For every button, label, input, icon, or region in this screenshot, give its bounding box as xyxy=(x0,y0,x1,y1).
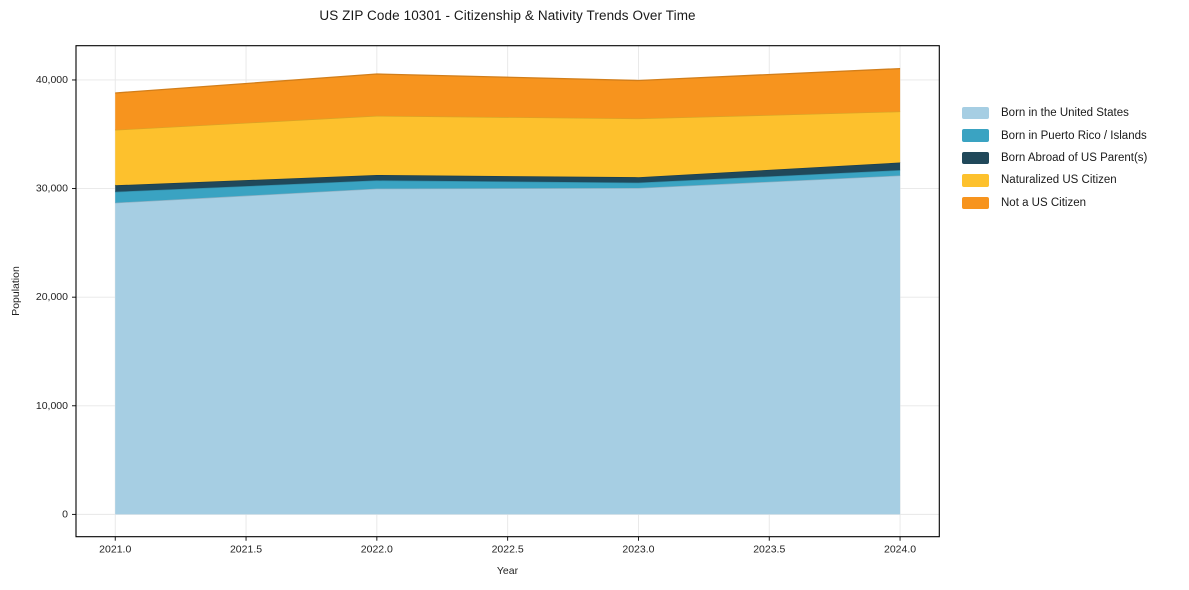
y-tick-label: 10,000 xyxy=(36,400,68,412)
x-tick-label: 2021.5 xyxy=(230,543,262,555)
x-tick-label: 2023.0 xyxy=(622,543,654,555)
legend-swatch xyxy=(962,174,989,187)
legend-item: Born in Puerto Rico / Islands xyxy=(962,124,1187,146)
legend-swatch xyxy=(962,151,989,165)
area-not-a-us-citizen xyxy=(115,68,901,130)
x-axis-label: Year xyxy=(496,565,519,577)
y-axis-label: Population xyxy=(10,266,22,316)
x-tick-label: 2024.0 xyxy=(884,543,916,555)
area-naturalized-us-citizen xyxy=(115,111,901,186)
y-tick-label: 20,000 xyxy=(36,291,68,303)
legend-item: Born Abroad of US Parent(s) xyxy=(962,147,1187,169)
legend: Born in the United States Born in Puerto … xyxy=(962,102,1187,214)
legend-item: Naturalized US Citizen xyxy=(962,169,1187,191)
legend-label: Born in the United States xyxy=(1001,107,1129,120)
legend-swatch xyxy=(962,106,989,120)
x-tick-label: 2022.0 xyxy=(361,543,393,555)
area-born-in-the-united-states xyxy=(115,175,901,515)
x-tick-label: 2021.0 xyxy=(99,543,131,555)
y-tick-label: 0 xyxy=(62,508,68,520)
legend-item: Born in the United States xyxy=(962,102,1187,124)
area-edge-not-a-us-citizen xyxy=(115,67,901,94)
legend-label: Naturalized US Citizen xyxy=(1001,174,1117,187)
area-born-in-puerto-rico-islands xyxy=(115,170,901,203)
legend-label: Not a US Citizen xyxy=(1001,196,1087,209)
x-tick-label: 2022.5 xyxy=(492,543,524,555)
legend-swatch xyxy=(962,196,989,209)
y-tick-label: 40,000 xyxy=(36,74,68,86)
chart-title: US ZIP Code 10301 - Citizenship & Nativi… xyxy=(319,8,696,23)
legend-swatch xyxy=(962,129,989,142)
legend-label: Born Abroad of US Parent(s) xyxy=(1001,151,1148,164)
legend-item: Not a US Citizen xyxy=(962,192,1187,214)
legend-label: Born in Puerto Rico / Islands xyxy=(1001,129,1147,142)
y-tick-label: 30,000 xyxy=(36,183,68,195)
x-tick-label: 2023.5 xyxy=(753,543,785,555)
area-born-abroad-of-us-parent-s- xyxy=(115,162,901,192)
